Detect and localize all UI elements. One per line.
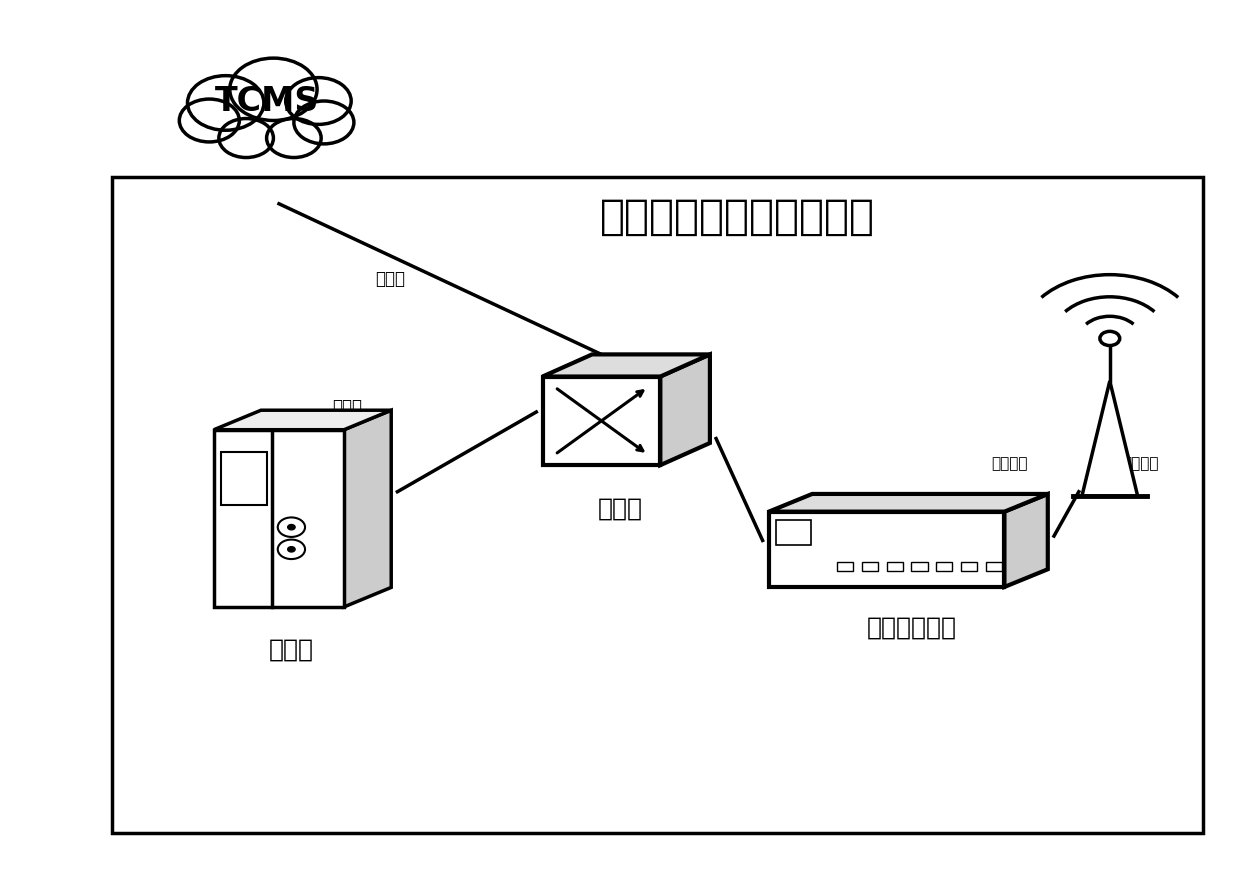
Circle shape: [294, 101, 353, 144]
Polygon shape: [543, 354, 709, 377]
Bar: [769, 512, 1004, 587]
Circle shape: [187, 75, 264, 130]
Bar: [911, 563, 928, 571]
Polygon shape: [215, 410, 392, 430]
Circle shape: [229, 58, 317, 120]
Text: 防火墙: 防火墙: [332, 399, 362, 416]
Text: 以太网: 以太网: [376, 270, 405, 288]
Text: 车载天线: 车载天线: [1122, 456, 1159, 471]
Bar: [215, 430, 345, 607]
Bar: [936, 563, 952, 571]
Circle shape: [288, 525, 295, 530]
Polygon shape: [1081, 381, 1138, 496]
Circle shape: [180, 99, 239, 142]
Bar: [986, 563, 1002, 571]
Circle shape: [219, 77, 315, 145]
Circle shape: [219, 119, 273, 158]
Polygon shape: [769, 494, 1048, 512]
Text: 移动通信网关: 移动通信网关: [867, 616, 956, 640]
Text: 天线馈线: 天线馈线: [991, 456, 1028, 471]
Circle shape: [285, 78, 351, 124]
Text: 工作站: 工作站: [269, 638, 314, 662]
Bar: [837, 563, 853, 571]
Bar: [112, 177, 1203, 833]
Bar: [961, 563, 977, 571]
Bar: [543, 377, 660, 465]
Polygon shape: [660, 354, 709, 465]
Polygon shape: [345, 410, 392, 607]
Text: 专家诊断和无线上传系统: 专家诊断和无线上传系统: [600, 196, 875, 238]
Bar: [222, 452, 267, 505]
Polygon shape: [210, 89, 324, 138]
Bar: [862, 563, 878, 571]
Circle shape: [267, 119, 321, 158]
Polygon shape: [1004, 494, 1048, 587]
Text: 交换机: 交换机: [598, 496, 642, 520]
Circle shape: [288, 547, 295, 552]
Bar: [887, 563, 903, 571]
Bar: [776, 520, 811, 545]
Text: TCMS: TCMS: [215, 85, 319, 119]
